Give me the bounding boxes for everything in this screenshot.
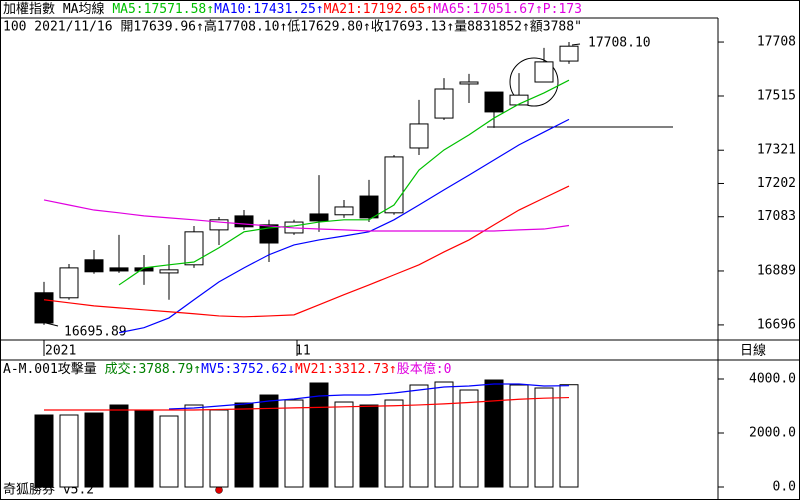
x-tick-label: 11 bbox=[295, 344, 311, 359]
candle-body bbox=[159, 269, 179, 274]
volume-bar bbox=[59, 414, 79, 488]
signal-dot bbox=[215, 486, 223, 494]
candle-body bbox=[259, 224, 279, 244]
legend-entry: MV5:3752.62↓ bbox=[201, 362, 295, 377]
legend-entry: MA10:17431.25↑ bbox=[214, 2, 324, 17]
annotation: 17708.10 bbox=[588, 36, 651, 51]
volume-bar bbox=[559, 384, 579, 488]
candle-body bbox=[309, 213, 329, 222]
candle-body bbox=[434, 88, 454, 119]
volume-bar bbox=[159, 415, 179, 488]
volume-bar bbox=[484, 379, 504, 488]
volume-bar bbox=[84, 412, 104, 488]
y-tick-label: 17202 bbox=[757, 176, 796, 191]
volume-bar bbox=[384, 399, 404, 488]
ma-line bbox=[118, 79, 570, 286]
y-tick-label: 17083 bbox=[757, 209, 796, 224]
legend-entry: MA5:17571.58↑ bbox=[112, 2, 214, 17]
volume-bar bbox=[209, 409, 229, 488]
volume-bar bbox=[409, 384, 429, 488]
leader bbox=[45, 322, 59, 327]
x-tick-label: 2021 bbox=[45, 344, 76, 359]
legend-entry: MA65:17051.67↑ bbox=[433, 2, 543, 17]
volume-bar bbox=[534, 387, 554, 488]
candle-body bbox=[409, 123, 429, 149]
candle-body bbox=[559, 45, 579, 62]
volume-bar bbox=[284, 399, 304, 488]
y-tick-label: 16889 bbox=[757, 263, 796, 278]
volume-bar bbox=[134, 409, 154, 488]
candle-body bbox=[359, 195, 379, 219]
candle-body bbox=[234, 215, 254, 228]
y-tick-label: 17515 bbox=[757, 88, 796, 103]
candle-body bbox=[34, 292, 54, 324]
legend-entry: P:173 bbox=[543, 2, 582, 17]
volume-bar bbox=[359, 404, 379, 488]
volume-bar bbox=[234, 402, 254, 488]
volume-bar bbox=[184, 404, 204, 488]
ma-line bbox=[43, 199, 570, 232]
info-line: 100 2021/11/16 開17639.96↑高17708.10↑低1762… bbox=[3, 19, 582, 35]
header-title: 加權指數 MA均線 bbox=[3, 1, 112, 17]
legend-entry: 成交:3788.79↑ bbox=[105, 361, 201, 377]
candle-body bbox=[209, 219, 229, 231]
y-tick-label: 16696 bbox=[757, 317, 796, 332]
candle-body bbox=[334, 206, 354, 216]
candle-body bbox=[484, 91, 504, 113]
leader bbox=[571, 43, 581, 46]
candle-body bbox=[534, 61, 554, 83]
y-tick-label: 4000.0 bbox=[749, 372, 796, 387]
volume-bar bbox=[509, 384, 529, 488]
legend-entry: MA21:17192.65↑ bbox=[324, 2, 434, 17]
candle-body bbox=[59, 267, 79, 299]
y-tick-label: 17708 bbox=[757, 35, 796, 50]
annotation: 16695.89 bbox=[64, 325, 127, 340]
candle-body bbox=[184, 231, 204, 266]
mv-line bbox=[44, 396, 570, 411]
y-tick-label: 2000.0 bbox=[749, 426, 796, 441]
volume-bar bbox=[34, 414, 54, 488]
candle-body bbox=[459, 81, 479, 85]
volume-title: A-M.001攻擊量 bbox=[3, 361, 105, 377]
candle-body bbox=[109, 267, 129, 272]
header: 加權指數 MA均線 MA5:17571.58↑MA10:17431.25↑MA2… bbox=[3, 1, 582, 17]
volume-bar bbox=[309, 382, 329, 488]
volume-bar bbox=[334, 401, 354, 488]
volume-bar bbox=[459, 389, 479, 488]
y-tick-label: 0.0 bbox=[773, 480, 796, 495]
y-tick-label: 17321 bbox=[757, 143, 796, 158]
ma-line bbox=[118, 118, 570, 334]
drawn-circle bbox=[509, 57, 559, 107]
ma-line bbox=[43, 185, 570, 318]
legend-entry: 股本億:0 bbox=[397, 361, 452, 377]
volume-header: A-M.001攻擊量 成交:3788.79↑MV5:3752.62↓MV21:3… bbox=[3, 361, 451, 377]
volume-bar bbox=[434, 381, 454, 488]
period-label: 日線 bbox=[740, 343, 766, 359]
legend-entry: MV21:3312.73↑ bbox=[295, 362, 397, 377]
volume-bar bbox=[259, 394, 279, 488]
volume-bar bbox=[109, 404, 129, 488]
candle-body bbox=[84, 259, 104, 273]
mv-line bbox=[168, 383, 570, 410]
